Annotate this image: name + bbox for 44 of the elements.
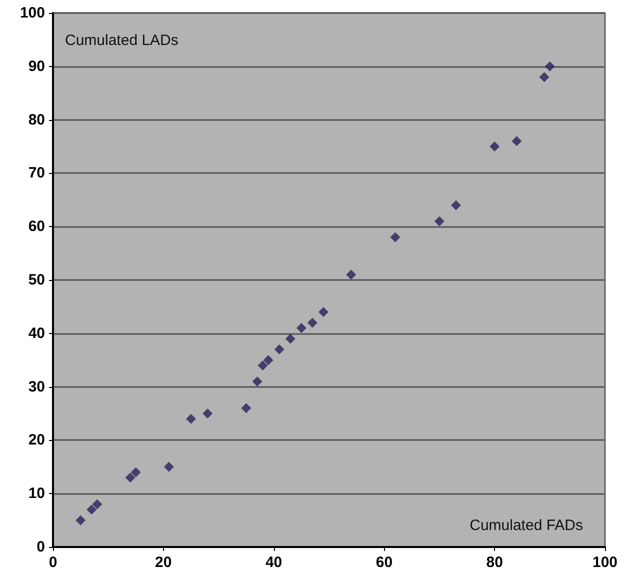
point xyxy=(434,216,444,226)
point xyxy=(296,323,306,334)
x-tick-label: 60 xyxy=(376,554,393,571)
y-tick-label: 80 xyxy=(28,111,45,128)
x-axis-title: Cumulated FADs xyxy=(470,517,584,534)
x-tick-label: 40 xyxy=(265,554,282,571)
y-tick-label: 20 xyxy=(28,432,45,449)
point xyxy=(450,200,461,210)
point xyxy=(164,462,174,472)
point xyxy=(490,142,500,152)
y-tick-label: 70 xyxy=(28,164,45,182)
point xyxy=(512,136,522,146)
y-tick-label: 50 xyxy=(28,272,45,288)
point xyxy=(125,472,136,483)
point xyxy=(241,403,252,414)
y-tick-label: 90 xyxy=(28,58,45,75)
y-tick-label: 60 xyxy=(28,218,45,236)
y-tick-label: 30 xyxy=(28,378,45,396)
point xyxy=(92,499,102,510)
point xyxy=(130,467,141,478)
point xyxy=(258,360,268,370)
x-tick-label: 100 xyxy=(592,554,618,571)
y-tick-label: 40 xyxy=(28,324,45,342)
x-tick-label: 80 xyxy=(486,554,503,571)
point xyxy=(76,515,86,526)
point xyxy=(202,408,213,418)
point xyxy=(318,307,328,318)
point xyxy=(86,504,97,515)
x-tick-label: 0 xyxy=(48,554,58,571)
point xyxy=(346,270,356,280)
point xyxy=(186,414,196,424)
point xyxy=(539,72,550,82)
point xyxy=(390,232,400,242)
x-tick-label: 20 xyxy=(155,554,172,571)
y-tick-label: 100 xyxy=(20,4,45,22)
point xyxy=(263,355,274,366)
point xyxy=(252,376,262,386)
point xyxy=(307,318,318,328)
y-tick-label: 10 xyxy=(28,485,45,502)
y-axis-title: Cumulated LADs xyxy=(65,32,178,49)
point xyxy=(285,334,296,344)
point xyxy=(274,344,284,354)
point xyxy=(544,61,555,72)
y-tick-label: 0 xyxy=(36,538,45,556)
